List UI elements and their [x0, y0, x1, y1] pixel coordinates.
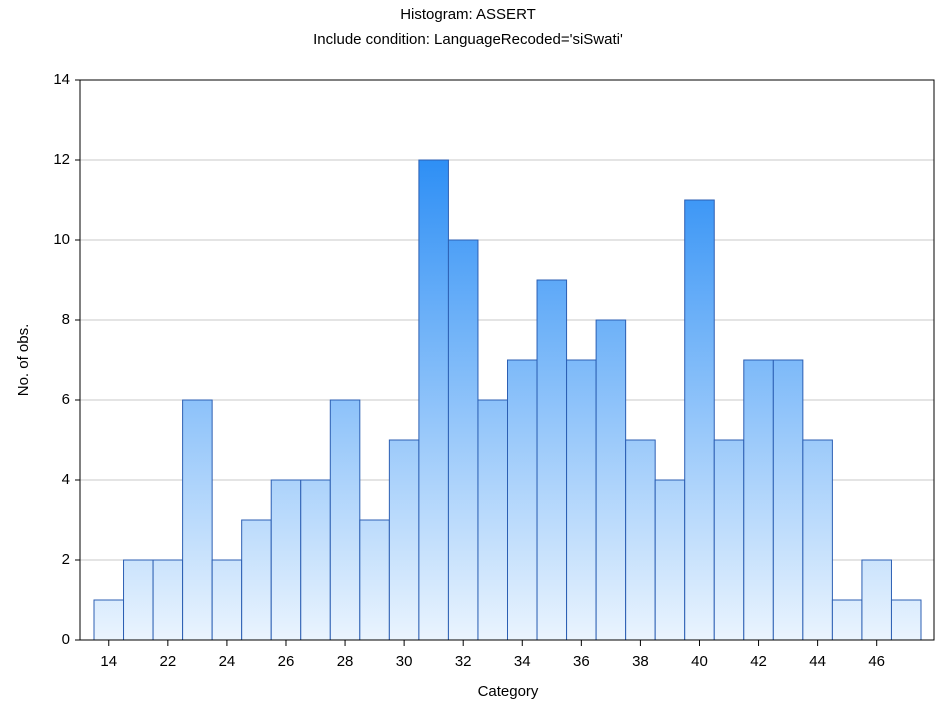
- bar: [772, 359, 804, 641]
- bar: [123, 559, 154, 641]
- x-tick-label: 40: [691, 653, 708, 670]
- y-tick-label: 8: [62, 311, 70, 328]
- bar: [418, 159, 449, 641]
- bar: [241, 519, 272, 641]
- bar: [388, 439, 420, 641]
- x-axis-label: Category: [478, 683, 539, 700]
- y-tick-label: 2: [62, 551, 70, 568]
- bar: [566, 359, 597, 641]
- x-tick-label: 44: [809, 653, 826, 670]
- x-tick-label: 28: [337, 653, 354, 670]
- x-tick-label: 30: [396, 653, 413, 670]
- bar: [270, 479, 302, 641]
- chart-subtitle: Include condition: LanguageRecoded='siSw…: [313, 31, 623, 48]
- bar: [684, 199, 715, 641]
- x-tick-label: 14: [100, 653, 117, 670]
- x-tick-label: 38: [632, 653, 649, 670]
- bar: [743, 359, 774, 641]
- x-tick-label: 24: [219, 653, 236, 670]
- x-tick-label: 34: [514, 653, 531, 670]
- y-tick-label: 14: [53, 71, 70, 88]
- y-tick-label: 12: [53, 151, 70, 168]
- bar: [861, 559, 892, 641]
- x-tick-label: 22: [159, 653, 176, 670]
- y-tick-label: 4: [62, 471, 70, 488]
- bar: [182, 399, 213, 641]
- bar: [300, 479, 331, 641]
- y-tick-label: 10: [53, 231, 70, 248]
- x-tick-label: 26: [278, 653, 295, 670]
- bar: [831, 599, 863, 641]
- bar: [595, 319, 627, 641]
- y-tick-label: 6: [62, 391, 70, 408]
- bar: [152, 559, 184, 641]
- bar: [507, 359, 538, 641]
- bar: [447, 239, 479, 641]
- x-tick-label: 36: [573, 653, 590, 670]
- x-tick-label: 46: [868, 653, 885, 670]
- bar: [654, 479, 686, 641]
- bar: [477, 399, 509, 641]
- bar: [536, 279, 568, 641]
- chart-title: Histogram: ASSERT: [400, 6, 536, 23]
- bar: [93, 599, 125, 641]
- bar: [625, 439, 656, 641]
- bar: [713, 439, 745, 641]
- x-tick-label: 32: [455, 653, 472, 670]
- bar: [802, 439, 833, 641]
- bar: [890, 599, 922, 641]
- y-axis-label: No. of obs.: [15, 324, 32, 397]
- bar: [359, 519, 390, 641]
- bar: [329, 399, 361, 641]
- plot-frame: [79, 79, 935, 641]
- x-tick-label: 42: [750, 653, 767, 670]
- y-tick-label: 0: [62, 631, 70, 648]
- bar: [211, 559, 243, 641]
